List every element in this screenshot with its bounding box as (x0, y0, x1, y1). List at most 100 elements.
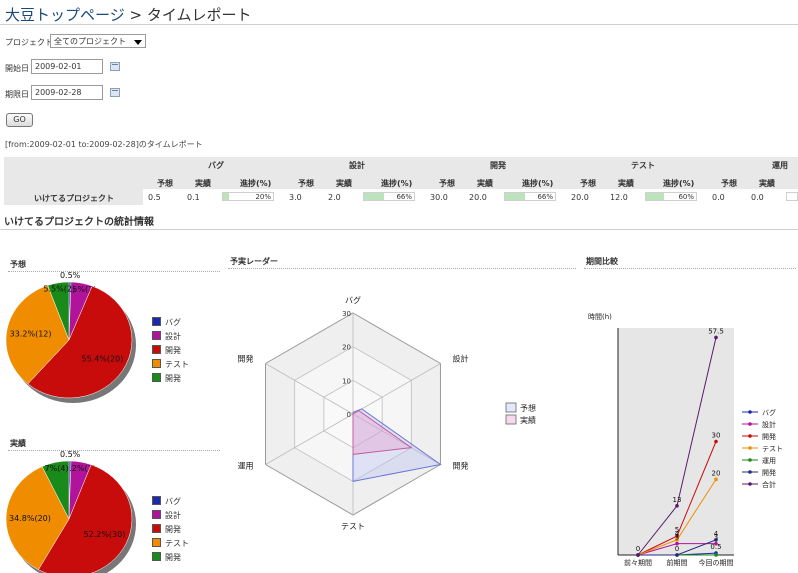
legend-label: 開発 (762, 432, 776, 441)
start-date-input[interactable]: 2009-02-01 (31, 59, 103, 74)
legend-label: テスト (762, 445, 783, 453)
header-divider (0, 24, 798, 25)
col-progress: 進捗(%) (381, 179, 413, 188)
row-header-cell (4, 174, 143, 205)
cell-actual: 0.0 (751, 193, 764, 202)
table-subheader-row (4, 174, 798, 189)
radar-tick-label: 10 (342, 377, 351, 385)
actual-pie-chart: 0.5% 5.2%(3) 52.2%(30) 34.8%(20) 7%(4) (5, 451, 136, 573)
pie-slice-label: 5.2%(3) (64, 464, 96, 473)
col-plan: 予想 (157, 179, 173, 188)
col-plan: 予想 (580, 179, 596, 188)
go-button[interactable]: GO (6, 113, 33, 127)
series-point (675, 538, 679, 542)
legend-swatch (152, 510, 161, 519)
legend-item: テスト (152, 359, 189, 370)
col-category: 開発 (490, 161, 506, 170)
legend-label: 設計 (165, 511, 181, 520)
calendar-icon[interactable] (110, 88, 120, 97)
period-title: 期間比較 (586, 257, 618, 266)
end-date-value: 2009-02-28 (35, 88, 82, 97)
radar-axis-label: バグ (345, 295, 361, 305)
point-label: 20 (712, 469, 721, 477)
pie-slice-label: 0.5% (60, 451, 81, 459)
plan-pie-legend: バグ 設計 開発 テスト 開発 (152, 317, 189, 384)
col-progress: 進捗(%) (522, 179, 554, 188)
cell-actual: 2.0 (328, 193, 341, 202)
calendar-icon[interactable] (110, 62, 120, 71)
pie-slice-label: 5.5%(2) (65, 285, 97, 294)
progress-bar-fill (505, 193, 525, 200)
legend-item: 開発 (152, 373, 189, 384)
legend-marker (748, 410, 752, 414)
legend-swatch (152, 524, 161, 533)
section-title: いけてるプロジェクトの統計情報 (4, 217, 154, 228)
legend-swatch (152, 345, 161, 354)
cell-plan: 3.0 (289, 193, 302, 202)
progress-text: 66% (396, 193, 412, 201)
radar-axis-label: テスト (341, 522, 365, 531)
progress-bar: 60% (645, 192, 697, 201)
project-select-value: 全てのプロジェクト (54, 37, 126, 46)
col-category: 運用 (772, 161, 788, 170)
series-point (675, 541, 679, 546)
end-date-label: 期限日 (5, 90, 29, 99)
legend-swatch (152, 373, 161, 382)
cell-plan: 20.0 (571, 193, 589, 202)
series-point (714, 477, 718, 482)
pie-slice (41, 460, 70, 520)
section-divider (0, 229, 798, 230)
breadcrumb-home-link[interactable]: 大豆トップページ (5, 6, 125, 24)
progress-bar-fill (364, 193, 384, 200)
radar-axis-label: 開発 (238, 355, 254, 364)
legend-swatch (152, 331, 161, 340)
end-date-input[interactable]: 2009-02-28 (31, 85, 103, 100)
legend-label: バグ (762, 408, 776, 417)
pie-slice-label: 7%(4) (45, 464, 69, 473)
col-progress: 進捗(%) (240, 179, 272, 188)
actual-pie-legend: バグ 設計 開発 テスト 開発 (152, 496, 189, 563)
progress-bar-fill (646, 193, 664, 200)
legend-label: テスト (165, 539, 189, 548)
series-point (675, 553, 679, 557)
point-label: 5 (675, 526, 679, 534)
series-point (636, 553, 640, 557)
legend-item: 設計 (152, 510, 189, 521)
project-select[interactable]: 全てのプロジェクト (50, 34, 146, 48)
cell-actual: 0.1 (187, 193, 200, 202)
legend-label: 運用 (762, 456, 776, 465)
pie-slice-label: 5.5%(2) (43, 285, 75, 294)
legend-swatch (152, 359, 161, 368)
pie-slice (38, 464, 133, 573)
radar-spoke (352, 413, 441, 465)
point-label: 0 (675, 545, 679, 553)
legend-label: 設計 (165, 332, 181, 341)
x-tick-label: 今回の期間 (699, 558, 734, 567)
series-point (675, 504, 679, 508)
col-progress: 進捗(%) (663, 179, 695, 188)
point-label: 4 (675, 530, 680, 538)
legend-swatch (152, 317, 161, 326)
breadcrumb: 大豆トップページ > タイムレポート (5, 4, 252, 25)
legend-item: バグ (152, 496, 189, 507)
legend-label: バグ (165, 318, 181, 327)
legend-marker (748, 446, 752, 450)
col-actual: 実績 (336, 179, 352, 188)
point-label: 0 (636, 545, 640, 553)
progress-bar-fill (223, 193, 229, 200)
legend-swatch (505, 414, 517, 425)
panel-divider (8, 450, 220, 451)
legend-label: 実績 (520, 415, 536, 425)
cell-plan: 0.0 (712, 193, 725, 202)
radar-spoke (265, 363, 354, 415)
panel-divider (8, 271, 220, 272)
legend-item: 開発 (152, 345, 189, 356)
cell-plan: 0.5 (148, 193, 161, 202)
pie-slice (47, 281, 70, 341)
legend-marker (748, 434, 752, 438)
table-header-row (4, 157, 798, 174)
point-label: 3 (714, 534, 718, 542)
legend-item: テスト (152, 538, 189, 549)
radar-series-area (352, 410, 413, 455)
legend-label: 開発 (165, 553, 181, 562)
